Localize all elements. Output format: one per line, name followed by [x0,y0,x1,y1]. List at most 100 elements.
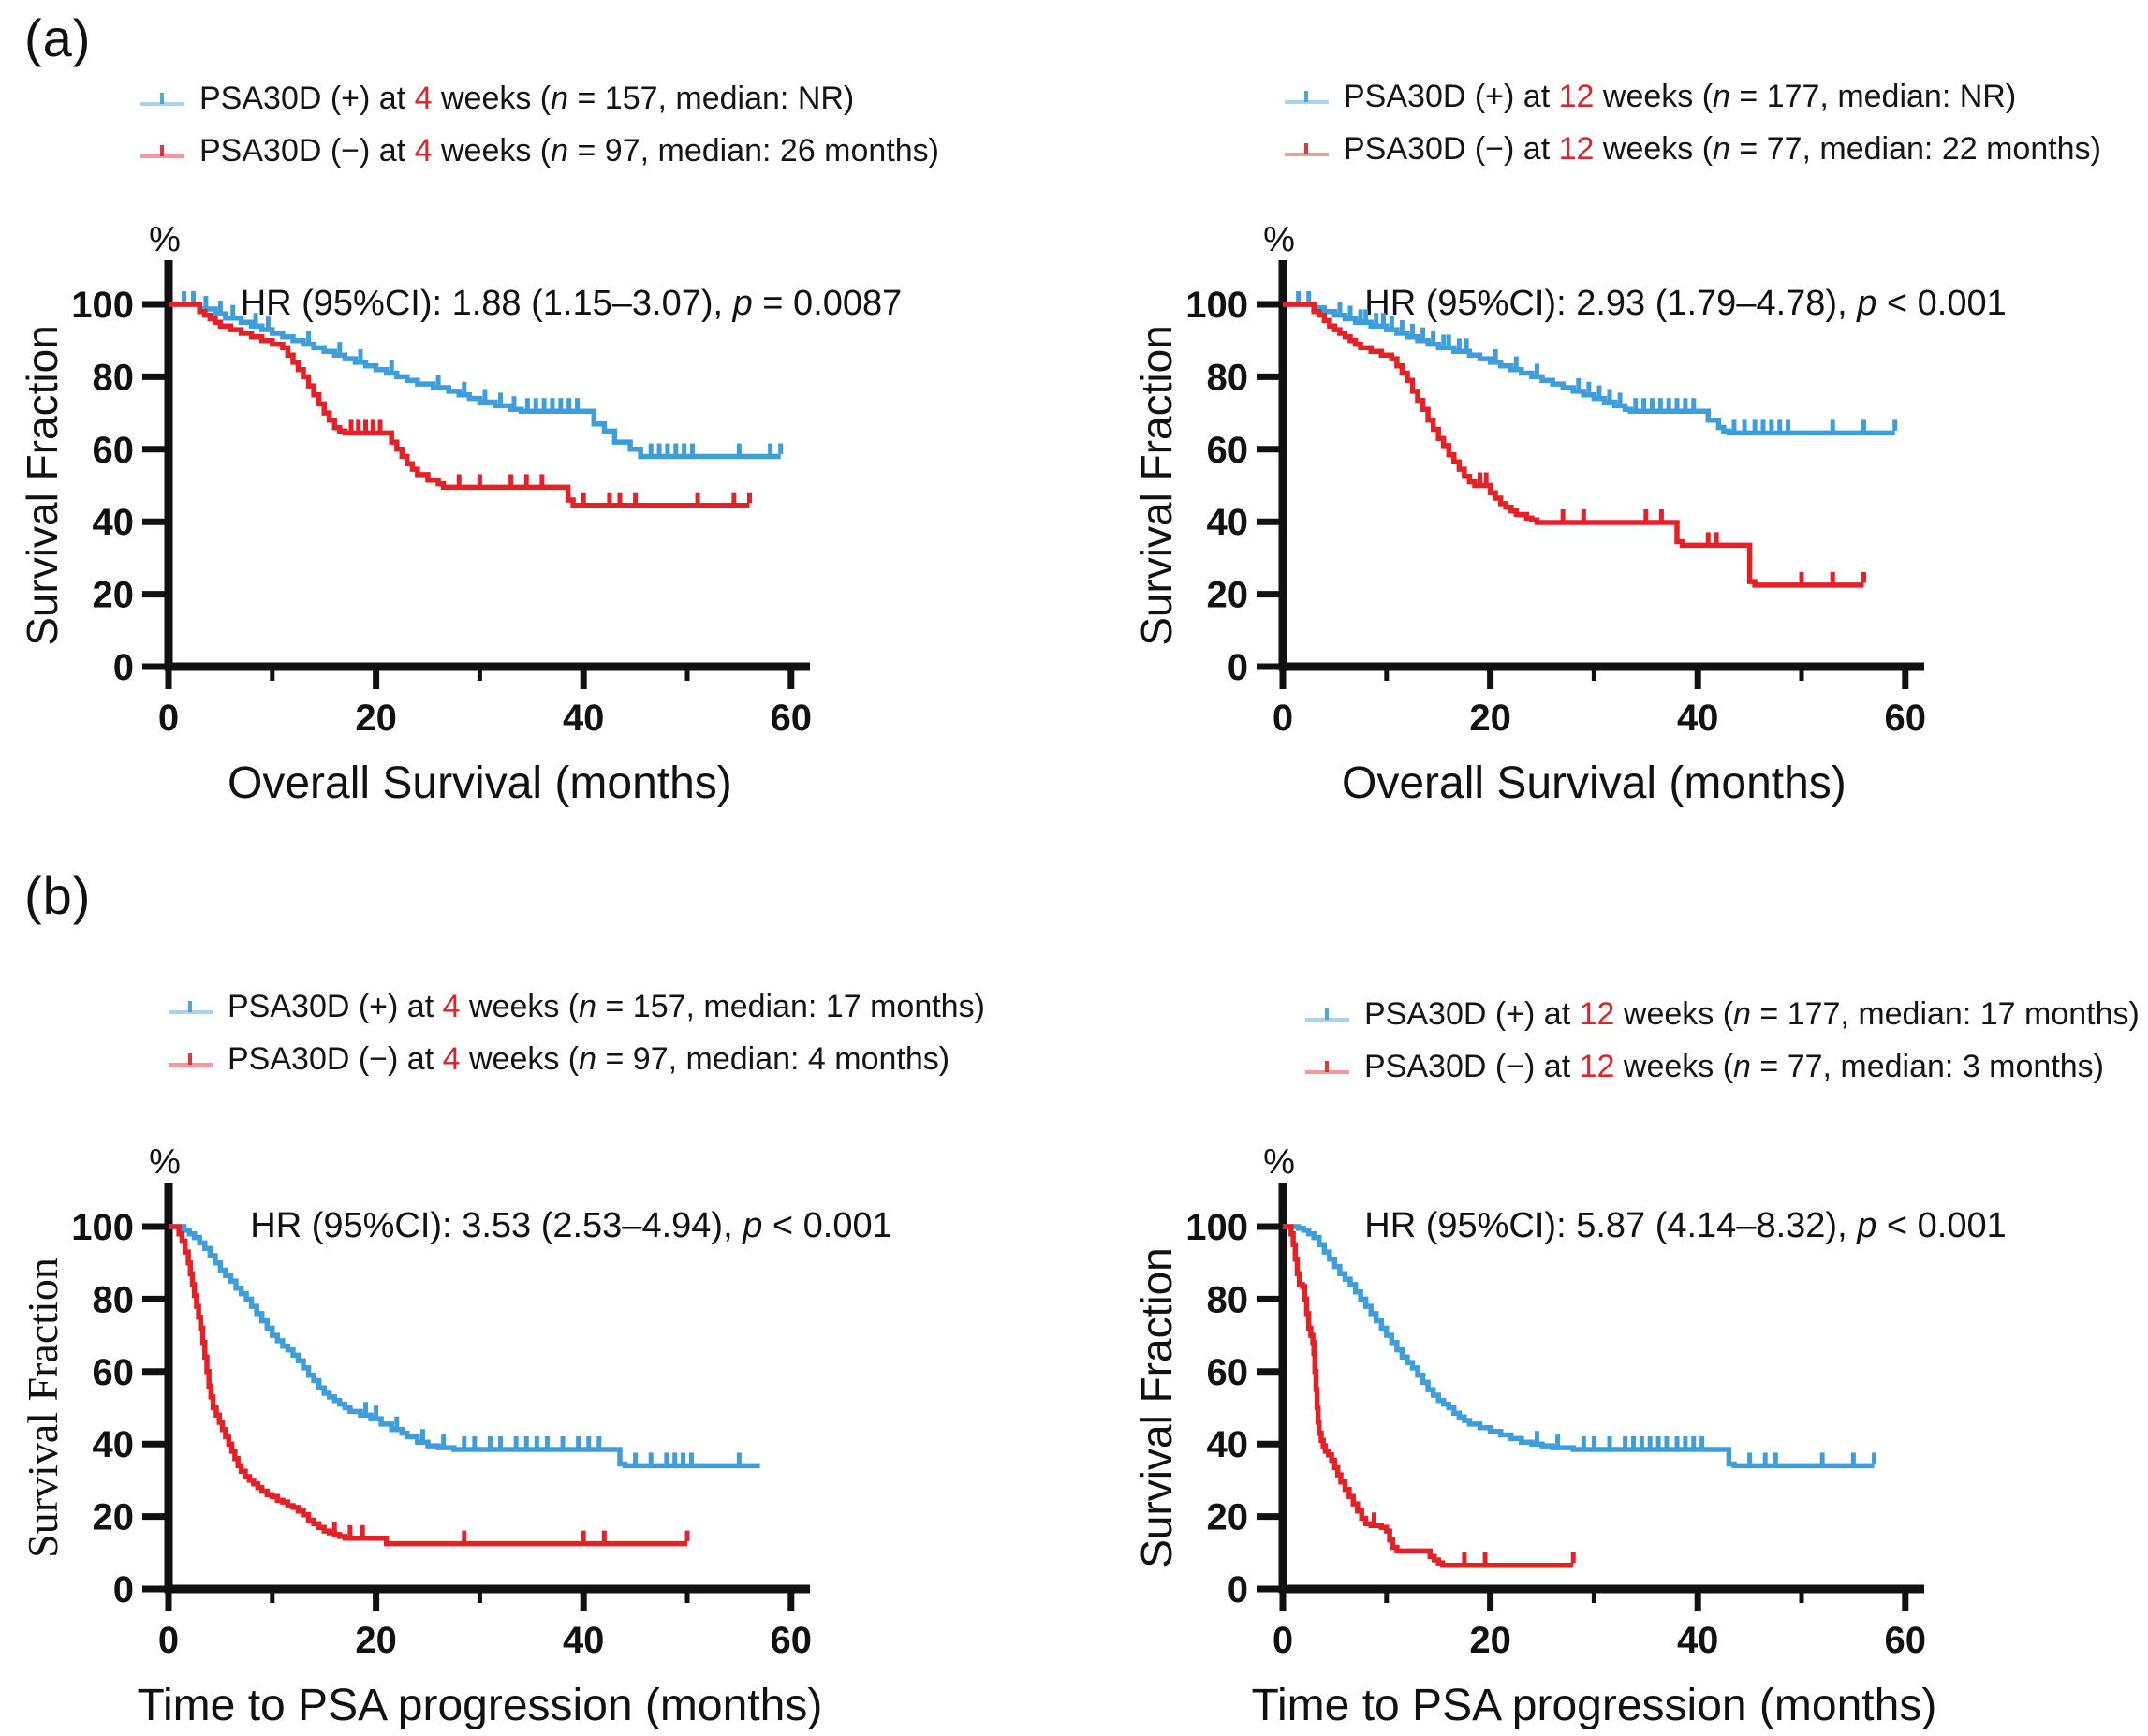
censor-ticks-positive [1534,1431,1877,1464]
legend-overall-survival-4wk: PSA30D (+) at 4 weeks (n = 157, median: … [139,81,939,169]
km-curve-negative [1283,1224,1574,1568]
y-tick-label: 100 [71,285,134,326]
y-tick-label: 80 [1207,357,1249,398]
km-curve-negative [1283,302,1864,588]
legend-item: PSA30D (+) at 4 weeks (n = 157, median: … [139,81,939,117]
y-tick-label: 60 [93,430,135,471]
y-tick-label: 80 [1207,1279,1249,1320]
y-tick-label: 100 [71,1207,134,1248]
x-tick-label: 40 [1677,698,1719,739]
km-plot-psa-progression-4wk: 0 20 40 60 80 100 0 20 40 60% Survival Fraction Tim… [5,1121,1016,1736]
panel-b-label: (b) [24,866,92,925]
y-tick-label: 60 [1207,1352,1249,1393]
legend-label: PSA30D (+) at 12 weeks (n = 177, median:… [1344,79,2017,114]
km-curve-positive [1283,302,1895,436]
legend-item: PSA30D (−) at 12 weeks (n = 77, median: … [1303,1049,2140,1085]
y-tick-label: 0 [1228,647,1248,688]
x-tick-label: 20 [355,1620,397,1661]
legend-label: PSA30D (−) at 4 weeks (n = 97, median: 2… [199,133,939,169]
x-tick-label: 0 [1273,1620,1293,1661]
y-axis-title: Survival Fraction [1132,325,1181,646]
km-curve-negative [169,302,750,508]
x-tick-label: 40 [1677,1620,1719,1661]
km-curve-positive [169,1224,760,1469]
y-tick-label: 40 [1207,502,1249,543]
km-plot-overall-survival-4wk: 0 20 40 60 80 100 0 20 40 60% Survival Fraction Ove… [5,199,1016,828]
y-axis-unit-label: % [149,1142,181,1182]
y-tick-label: 40 [93,502,135,543]
x-tick-label: 60 [771,698,813,739]
legend-label: PSA30D (−) at 12 weeks (n = 77, median: … [1364,1049,2104,1084]
km-line-censor-icon [140,92,184,106]
y-tick-label: 80 [93,357,135,398]
y-axis-title: Survival Fraction [18,325,66,646]
x-tick-label: 60 [1885,1620,1927,1661]
y-tick-label: 20 [1207,1497,1249,1538]
legend-item: PSA30D (−) at 12 weeks (n = 77, median: … [1283,131,2101,168]
censor-ticks-negative [348,419,752,504]
km-line-censor-icon [169,1000,213,1014]
censor-ticks-positive [1296,291,1898,431]
legend-label: PSA30D (−) at 12 weeks (n = 77, median: … [1344,131,2101,167]
km-chart-svg: 0 20 40 60 80 100 0 20 40 60% Survival Fraction Ove… [18,220,903,808]
hr-annotation: HR (95%CI): 5.87 (4.14–8.32), p < 0.001 [1364,1206,2006,1245]
hr-annotation: HR (95%CI): 1.88 (1.15–3.07), p = 0.0087 [241,284,903,323]
y-axis-unit-label: % [149,220,181,259]
y-tick-label: 80 [93,1279,135,1320]
x-tick-label: 0 [158,1620,179,1661]
y-tick-label: 100 [1185,1207,1248,1248]
censor-ticks-negative [1478,472,1866,583]
km-line-censor-icon [169,1052,213,1067]
x-axis-title: Time to PSA progression (months) [1251,1681,1936,1730]
y-tick-label: 40 [93,1424,135,1465]
km-chart-svg: 0 20 40 60 80 100 0 20 40 60% Survival Fraction Tim… [1132,1142,2007,1730]
legend-overall-survival-12wk: PSA30D (+) at 12 weeks (n = 177, median:… [1283,79,2101,168]
km-plot-psa-progression-12wk: 0 20 40 60 80 100 0 20 40 60% Survival Fraction Tim… [1119,1121,2130,1736]
censor-ticks-positive [182,291,784,455]
legend-label: PSA30D (+) at 12 weeks (n = 177, median:… [1364,996,2140,1032]
y-axis-title: Survival Fraction [1132,1247,1181,1568]
y-axis-unit-label: % [1263,220,1295,259]
y-tick-label: 20 [93,1497,135,1538]
y-tick-label: 40 [1207,1424,1249,1465]
x-axis-title: Overall Survival (months) [1342,758,1846,808]
y-axis-unit-label: % [1263,1142,1295,1182]
legend-label: PSA30D (+) at 4 weeks (n = 157, median: … [228,989,985,1024]
legend-item: PSA30D (+) at 12 weeks (n = 177, median:… [1283,79,2101,115]
y-tick-label: 0 [113,1569,134,1611]
hr-annotation: HR (95%CI): 3.53 (2.53–4.94), p < 0.001 [250,1206,891,1245]
x-axis-title: Overall Survival (months) [228,758,732,808]
km-line-censor-icon [1305,1060,1349,1074]
x-tick-label: 60 [1885,698,1927,739]
km-line-censor-icon [1305,1008,1349,1022]
legend-label: PSA30D (+) at 4 weeks (n = 157, median: … [199,81,855,116]
y-tick-label: 60 [1207,430,1249,471]
km-plot-overall-survival-12wk: 0 20 40 60 80 100 0 20 40 60% Survival Fraction Ove… [1119,199,2130,828]
legend-item: PSA30D (+) at 4 weeks (n = 157, median: … [167,989,985,1025]
hr-annotation: HR (95%CI): 2.93 (1.79–4.78), p < 0.001 [1364,284,2006,323]
legend-label: PSA30D (−) at 4 weeks (n = 97, median: 4… [228,1041,950,1077]
legend-item: PSA30D (−) at 4 weeks (n = 97, median: 4… [167,1041,985,1078]
censor-ticks-positive [363,1402,742,1464]
y-tick-label: 0 [1228,1569,1248,1611]
km-chart-svg: 0 20 40 60 80 100 0 20 40 60% Survival Fraction Tim… [19,1142,892,1730]
km-chart-svg: 0 20 40 60 80 100 0 20 40 60% Survival Fraction Ove… [1132,220,2007,808]
km-line-censor-icon [1285,90,1329,104]
y-tick-label: 60 [93,1352,135,1393]
x-tick-label: 20 [1469,698,1511,739]
censor-ticks-negative [1372,1512,1576,1564]
x-tick-label: 40 [563,1620,605,1661]
y-tick-label: 20 [1207,575,1249,616]
y-tick-label: 0 [113,647,134,688]
km-line-censor-icon [1285,142,1329,156]
y-tick-label: 20 [93,575,135,616]
x-tick-label: 60 [771,1620,813,1661]
x-tick-label: 0 [1273,698,1293,739]
x-tick-label: 40 [563,698,605,739]
km-line-censor-icon [140,144,184,158]
panel-a-label: (a) [24,8,92,67]
legend-item: PSA30D (+) at 12 weeks (n = 177, median:… [1303,996,2140,1033]
km-curve-positive [169,302,781,460]
x-tick-label: 20 [355,698,397,739]
